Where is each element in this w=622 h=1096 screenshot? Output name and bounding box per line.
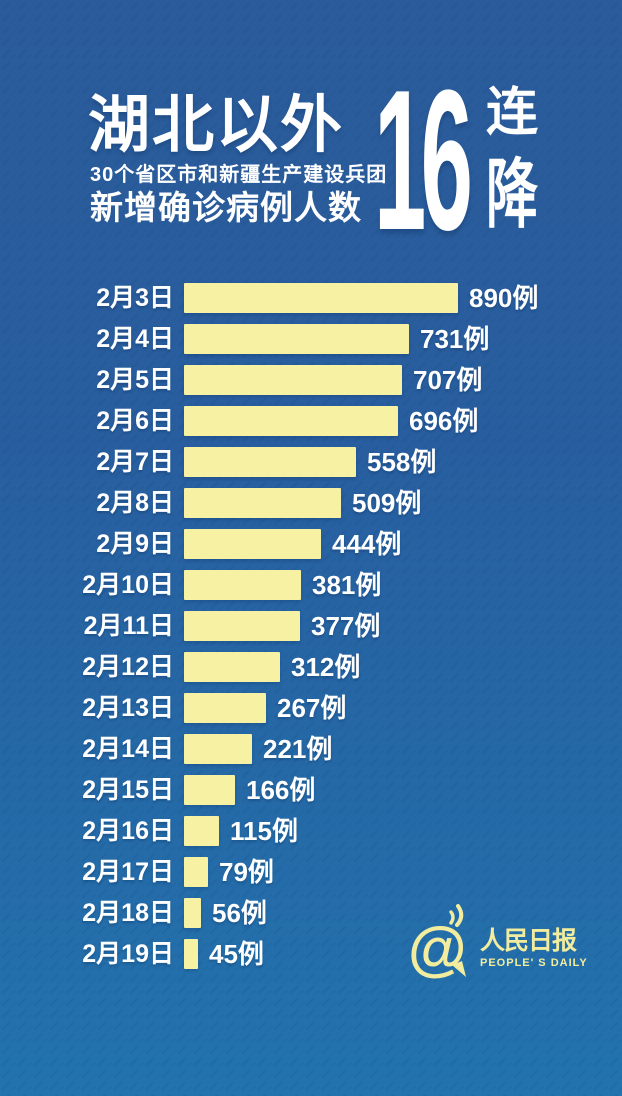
bar-date-label: 2月16日 <box>82 817 174 845</box>
bar-date-label: 2月6日 <box>96 407 174 435</box>
logo-text: 人民日报 PEOPLE' S DAILY <box>480 929 588 969</box>
bar <box>184 816 219 846</box>
chart-row: 2月4日 731例 <box>0 324 622 354</box>
bar <box>184 611 300 641</box>
chart-row: 2月16日 115例 <box>0 816 622 846</box>
bar-date-label: 2月4日 <box>96 325 174 353</box>
bar-date-label: 2月13日 <box>82 694 174 722</box>
chart-row: 2月12日 312例 <box>0 652 622 682</box>
bar-date-label: 2月15日 <box>82 776 174 804</box>
big-number: 16 <box>374 49 473 272</box>
bar-date-label: 2月11日 <box>83 612 174 640</box>
chart-row: 2月7日 558例 <box>0 447 622 477</box>
chart-row: 2月10日 381例 <box>0 570 622 600</box>
chart-row: 2月9日 444例 <box>0 529 622 559</box>
bar <box>184 529 321 559</box>
bar-value-label: 56例 <box>212 898 267 928</box>
peoples-daily-logo: @ 人民日报 PEOPLE' S DAILY <box>408 903 588 985</box>
chart-row: 2月5日 707例 <box>0 365 622 395</box>
bar-date-label: 2月3日 <box>96 284 174 312</box>
bar <box>184 693 266 723</box>
title-suffix: 连 降 <box>486 84 542 233</box>
bar-value-label: 509例 <box>352 488 422 518</box>
bar <box>184 447 356 477</box>
bar-value-label: 166例 <box>246 775 316 805</box>
chart-row: 2月17日 79例 <box>0 857 622 887</box>
title-subtitle2: 新增确诊病例人数 <box>90 189 362 226</box>
bar-date-label: 2月14日 <box>82 735 174 763</box>
bar-date-label: 2月7日 <box>96 448 174 476</box>
bar-value-label: 696例 <box>409 406 479 436</box>
chart-row: 2月13日 267例 <box>0 693 622 723</box>
at-megaphone-icon: @ <box>408 904 467 982</box>
bar <box>184 775 235 805</box>
bar-date-label: 2月5日 <box>96 366 174 394</box>
title-main: 湖北以外 <box>88 91 345 160</box>
bar-date-label: 2月8日 <box>96 489 174 517</box>
bar <box>184 857 208 887</box>
chart-row: 2月8日 509例 <box>0 488 622 518</box>
chart-row: 2月3日 890例 <box>0 283 622 313</box>
title-subtitle: 30个省区市和新疆生产建设兵团 <box>90 164 388 186</box>
bar-date-label: 2月12日 <box>82 653 174 681</box>
chart-row: 2月11日 377例 <box>0 611 622 641</box>
bar-value-label: 221例 <box>263 734 333 764</box>
chart-row: 2月6日 696例 <box>0 406 622 436</box>
bar-value-label: 707例 <box>413 365 483 395</box>
bar <box>184 365 402 395</box>
bar-date-label: 2月17日 <box>82 858 174 886</box>
chart-rows: 2月3日 890例 2月4日 731例 2月5日 707例 2月6日 696例 2月7日 558例… <box>0 283 622 969</box>
bar-value-label: 558例 <box>367 447 437 477</box>
bar-date-label: 2月10日 <box>82 571 174 599</box>
logo-chinese-name: 人民日报 <box>480 927 577 955</box>
bar <box>184 406 398 436</box>
bar <box>184 283 458 313</box>
bar-value-label: 267例 <box>277 693 347 723</box>
bar <box>184 488 341 518</box>
bar <box>184 570 301 600</box>
bar-value-label: 731例 <box>420 324 490 354</box>
bar-value-label: 312例 <box>291 652 361 682</box>
bar <box>184 939 198 969</box>
bar <box>184 652 280 682</box>
chart-row: 2月15日 166例 <box>0 775 622 805</box>
bar-value-label: 79例 <box>219 857 274 887</box>
bar-value-label: 444例 <box>332 529 402 559</box>
bar <box>184 324 409 354</box>
bar-value-label: 115例 <box>230 816 298 846</box>
chart-row: 2月14日 221例 <box>0 734 622 764</box>
suffix-char-top: 连 <box>486 84 539 142</box>
bar <box>184 734 252 764</box>
logo-english-name: PEOPLE' S DAILY <box>480 957 588 969</box>
bar <box>184 898 201 928</box>
bar-value-label: 381例 <box>312 570 382 600</box>
bar-value-label: 890例 <box>469 283 539 313</box>
bar-date-label: 2月9日 <box>96 530 174 558</box>
bar-date-label: 2月19日 <box>82 940 174 968</box>
bar-value-label: 377例 <box>311 611 381 641</box>
bar-value-label: 45例 <box>209 939 264 969</box>
suffix-char-bottom: 降 <box>486 153 539 238</box>
bar-date-label: 2月18日 <box>82 899 174 927</box>
